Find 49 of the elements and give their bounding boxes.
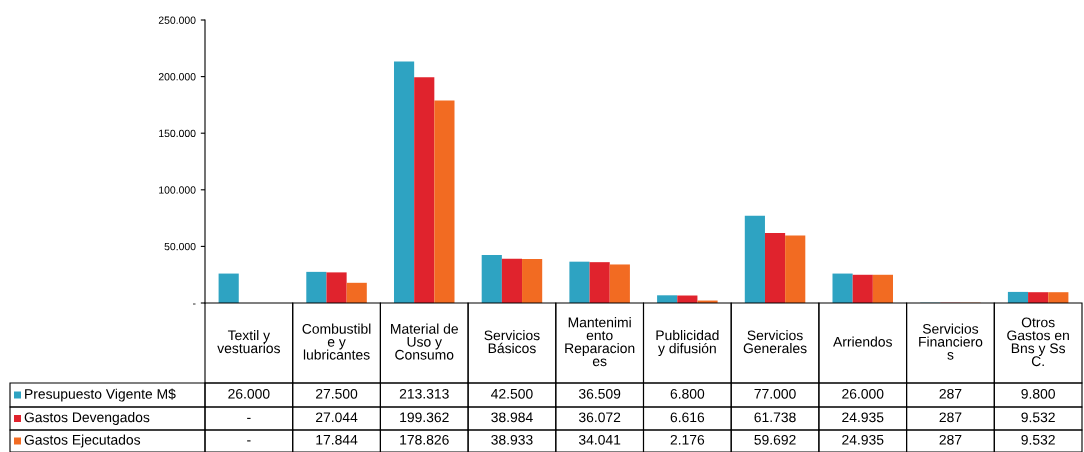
- data-label: 6.800: [670, 388, 705, 399]
- x-tick-label: Material de Uso y Consumo: [391, 323, 458, 360]
- data-label: 59.692: [754, 434, 796, 445]
- legend-label: Gastos Devengados: [24, 412, 150, 425]
- x-tick-label: Textil y vestuarios: [217, 330, 280, 354]
- data-label: 199.362: [400, 412, 449, 423]
- data-label: 36.509: [578, 388, 621, 399]
- data-label: 17.844: [316, 434, 358, 445]
- y-tick-label: 100.000: [159, 186, 196, 194]
- data-label: 61.738: [754, 412, 796, 423]
- text: -: [247, 440, 251, 442]
- data-label: 42.500: [491, 388, 533, 399]
- text: -: [247, 417, 251, 419]
- x-tick-label: Servicios Básicos: [484, 330, 540, 354]
- data-label: 24.935: [842, 412, 884, 423]
- y-tick-label: 50.000: [164, 242, 196, 251]
- data-label: 26.000: [228, 388, 270, 399]
- x-tick-label: Combustibl e y lubricantes: [302, 323, 371, 360]
- y-tick-label: 200.000: [158, 73, 196, 81]
- data-label: 213.313: [399, 388, 449, 399]
- y-tick-label: 150.000: [159, 129, 196, 138]
- x-tick-label: Servicios Financiero s: [919, 323, 983, 360]
- data-label: 9.800: [1021, 388, 1055, 399]
- y-tick-label: 250.000: [158, 16, 196, 24]
- legend-label: Presupuesto Vigente M$: [25, 388, 176, 402]
- legend-label: Gastos Ejecutados: [24, 434, 141, 448]
- data-label: 287: [939, 388, 962, 399]
- data-label: 27.500: [316, 388, 358, 399]
- data-label: 178.826: [400, 434, 449, 445]
- x-tick-label: Otros Gastos en Bns y Ss C.: [1007, 317, 1069, 367]
- data-label: 38.933: [491, 434, 533, 445]
- x-tick-label: Publicidad y difusión: [656, 329, 719, 357]
- x-tick-label: Arriendos: [833, 336, 892, 347]
- data-label: 287: [939, 412, 962, 423]
- y-tick-label: -: [192, 303, 196, 305]
- data-label: 36.072: [578, 412, 621, 423]
- data-label: 38.984: [491, 412, 533, 423]
- data-label: 34.041: [578, 434, 621, 445]
- data-label: 287: [939, 434, 962, 445]
- data-label: 77.000: [754, 388, 796, 399]
- data-label: 2.176: [670, 434, 705, 445]
- data-label: 27.044: [316, 412, 358, 423]
- x-tick-label: Mantenimi ento Reparacion es: [565, 317, 635, 367]
- data-label: 9.532: [1021, 412, 1055, 423]
- x-tick-label: Servicios Generales: [743, 330, 807, 354]
- data-label: 9.532: [1021, 434, 1055, 445]
- data-label: 24.935: [842, 434, 884, 445]
- data-label: 26.000: [842, 388, 884, 399]
- data-label: 6.616: [670, 412, 705, 423]
